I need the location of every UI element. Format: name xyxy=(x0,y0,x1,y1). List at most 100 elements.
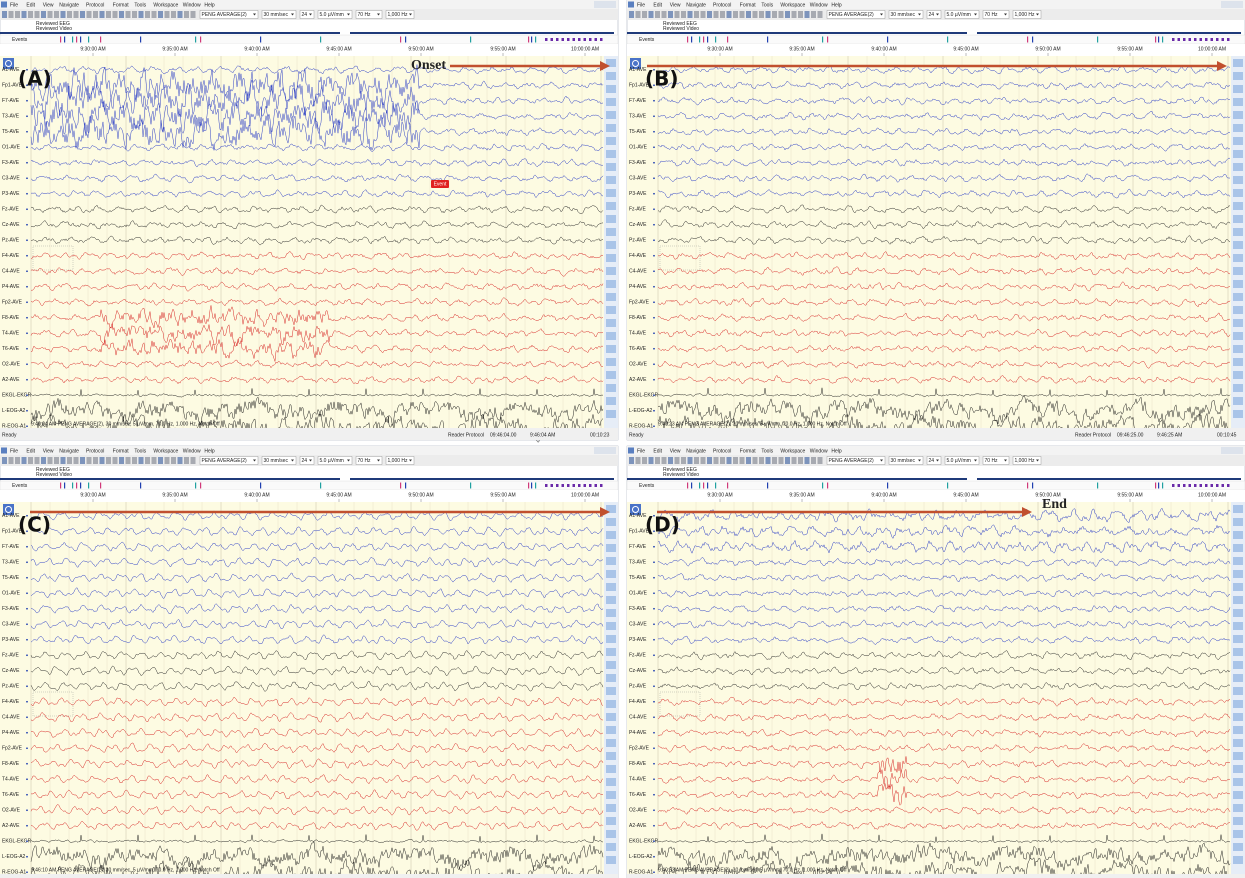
menu-item[interactable]: File xyxy=(637,448,645,454)
toolbar-button[interactable] xyxy=(661,11,667,18)
channel-label[interactable]: T3-AVE xyxy=(2,114,20,120)
toolbar-dropdown[interactable] xyxy=(1012,10,1042,19)
toolbar-dropdown[interactable] xyxy=(355,456,383,465)
montage-button[interactable] xyxy=(630,58,641,69)
side-button[interactable] xyxy=(1233,830,1243,838)
event-marker[interactable] xyxy=(561,38,565,41)
channel-label[interactable]: F3-AVE xyxy=(2,606,20,612)
side-button[interactable] xyxy=(606,228,616,236)
toolbar-button[interactable] xyxy=(145,11,150,18)
toolbar-button[interactable] xyxy=(791,11,797,18)
channel-label[interactable]: F3-AVE xyxy=(629,160,647,166)
side-button[interactable] xyxy=(606,661,616,669)
channel-label[interactable]: Fp2-AVE xyxy=(2,746,23,752)
menu-item[interactable]: Protocol xyxy=(713,448,731,454)
event-marker[interactable] xyxy=(528,36,530,43)
event-marker[interactable] xyxy=(1172,38,1175,41)
toolbar-dropdown[interactable] xyxy=(385,456,415,465)
event-marker[interactable] xyxy=(1210,38,1214,41)
side-button[interactable] xyxy=(1233,345,1243,353)
toolbar-button[interactable] xyxy=(34,11,40,18)
channel-label[interactable]: C4-AVE xyxy=(629,715,647,721)
channel-label[interactable]: O1-AVE xyxy=(2,145,21,151)
channel-label[interactable]: A1-AVE xyxy=(2,513,20,519)
event-marker[interactable] xyxy=(320,36,322,43)
toolbar-button[interactable] xyxy=(164,11,170,18)
channel-label[interactable]: F4-AVE xyxy=(2,253,20,259)
toolbar-button[interactable] xyxy=(785,11,790,18)
toolbar-button[interactable] xyxy=(177,11,183,18)
event-marker[interactable] xyxy=(1177,38,1181,41)
event-marker[interactable] xyxy=(470,36,472,43)
event-marker[interactable] xyxy=(691,482,693,489)
channel-label[interactable]: R-EOG-A1 xyxy=(629,870,653,876)
toolbar-button[interactable] xyxy=(8,457,14,464)
side-button[interactable] xyxy=(606,397,616,405)
toolbar-button[interactable] xyxy=(54,457,59,464)
toolbar-button[interactable] xyxy=(752,457,758,464)
event-marker[interactable] xyxy=(1194,38,1197,41)
side-button[interactable] xyxy=(1233,189,1243,197)
toolbar-button[interactable] xyxy=(158,457,163,464)
channel-label[interactable]: F7-AVE xyxy=(2,98,20,104)
toolbar-dropdown[interactable] xyxy=(826,10,886,19)
event-marker[interactable] xyxy=(80,482,82,489)
side-button[interactable] xyxy=(1233,570,1243,578)
side-button[interactable] xyxy=(606,583,616,591)
channel-label[interactable]: F7-AVE xyxy=(2,544,20,550)
menu-item[interactable]: File xyxy=(10,448,18,454)
toolbar-button[interactable] xyxy=(720,457,725,464)
event-marker[interactable] xyxy=(600,38,603,41)
side-button[interactable] xyxy=(606,306,616,314)
toolbar-dropdown[interactable] xyxy=(317,456,353,465)
event-marker[interactable] xyxy=(1027,36,1029,43)
event-marker[interactable] xyxy=(1162,482,1164,489)
toolbar-button[interactable] xyxy=(700,457,706,464)
toolbar-button[interactable] xyxy=(713,11,719,18)
event-marker[interactable] xyxy=(1205,38,1208,41)
event-marker[interactable] xyxy=(594,38,598,41)
channel-label[interactable]: Fp2-AVE xyxy=(2,300,23,306)
event-marker[interactable] xyxy=(400,482,402,489)
menu-item[interactable]: View xyxy=(670,448,681,454)
side-button[interactable] xyxy=(1233,713,1243,721)
menu-item[interactable]: View xyxy=(670,2,681,8)
channel-label[interactable]: Pz-AVE xyxy=(2,238,20,244)
toolbar-button[interactable] xyxy=(93,11,98,18)
side-button[interactable] xyxy=(1233,124,1243,132)
toolbar-button[interactable] xyxy=(171,457,176,464)
toolbar-button[interactable] xyxy=(635,457,641,464)
channel-label[interactable]: Fp1-AVE xyxy=(629,529,650,535)
channel-label[interactable]: O2-AVE xyxy=(629,808,648,814)
event-marker[interactable] xyxy=(140,482,142,489)
toolbar-button[interactable] xyxy=(726,11,732,18)
toolbar-button[interactable] xyxy=(661,457,667,464)
toolbar-button[interactable] xyxy=(151,11,157,18)
toolbar-button[interactable] xyxy=(726,457,732,464)
event-marker[interactable] xyxy=(699,482,701,489)
channel-label[interactable]: EKGL-EKGR xyxy=(629,839,659,845)
event-tag[interactable] xyxy=(431,180,449,188)
event-marker[interactable] xyxy=(76,482,78,489)
montage-button[interactable] xyxy=(3,504,14,515)
channel-label[interactable]: A1-AVE xyxy=(2,67,20,73)
menu-item[interactable]: Format xyxy=(740,448,756,454)
event-marker[interactable] xyxy=(260,36,262,43)
channel-label[interactable]: C4-AVE xyxy=(2,715,20,721)
toolbar-dropdown[interactable] xyxy=(1012,456,1042,465)
toolbar-button[interactable] xyxy=(811,457,816,464)
toolbar-button[interactable] xyxy=(674,11,680,18)
side-button[interactable] xyxy=(1233,319,1243,327)
side-button[interactable] xyxy=(1233,397,1243,405)
event-marker[interactable] xyxy=(703,482,705,489)
channel-label[interactable]: P3-AVE xyxy=(2,637,20,643)
toolbar-button[interactable] xyxy=(15,457,20,464)
side-button[interactable] xyxy=(1233,59,1243,67)
toolbar-button[interactable] xyxy=(739,11,745,18)
channel-label[interactable]: R-EOG-A1 xyxy=(2,870,26,876)
toolbar-button[interactable] xyxy=(668,11,673,18)
channel-label[interactable]: R-EOG-A1 xyxy=(629,424,653,430)
event-marker[interactable] xyxy=(1183,38,1186,41)
toolbar-dropdown[interactable] xyxy=(355,10,383,19)
toolbar-dropdown[interactable] xyxy=(261,10,297,19)
